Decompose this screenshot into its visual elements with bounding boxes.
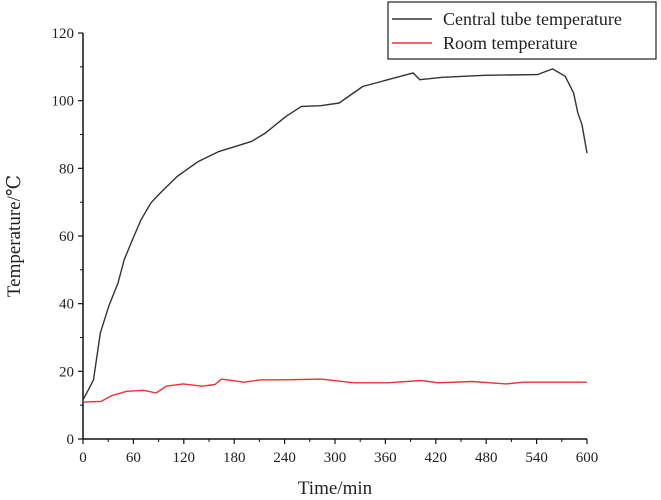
x-tick-label: 300 (324, 450, 347, 466)
x-tick-label: 180 (223, 450, 246, 466)
y-tick-label: 80 (59, 161, 74, 177)
series-line-central-tube (82, 68, 588, 401)
x-tick-label: 120 (173, 450, 196, 466)
x-tick-label: 240 (273, 450, 296, 466)
x-tick-label: 0 (79, 450, 87, 466)
legend: Central tube temperature Room temperatur… (387, 1, 657, 60)
y-axis-label: Temperature/℃ (4, 175, 25, 297)
axes: 0 60 120 180 240 300 360 420 480 540 600 0 20 40 60 80 1… (52, 26, 599, 466)
y-tick-label: 100 (52, 94, 75, 110)
x-tick-label: 600 (576, 450, 599, 466)
x-tick-label: 60 (126, 450, 141, 466)
y-tick-label: 120 (52, 26, 75, 42)
series-line-room (82, 378, 587, 403)
legend-label-central: Central tube temperature (443, 9, 622, 29)
x-tick-label: 360 (374, 450, 397, 466)
y-tick-label: 60 (59, 229, 74, 245)
x-axis-label: Time/min (298, 478, 373, 499)
legend-box (387, 1, 657, 60)
y-tick-label: 20 (59, 364, 74, 380)
y-tick-label: 40 (59, 297, 74, 313)
series-group (82, 68, 588, 403)
x-tick-label: 420 (425, 450, 448, 466)
legend-label-room: Room temperature (443, 33, 577, 53)
x-tick-label: 480 (475, 450, 498, 466)
y-tick-label: 0 (67, 432, 75, 448)
x-tick-label: 540 (525, 450, 548, 466)
